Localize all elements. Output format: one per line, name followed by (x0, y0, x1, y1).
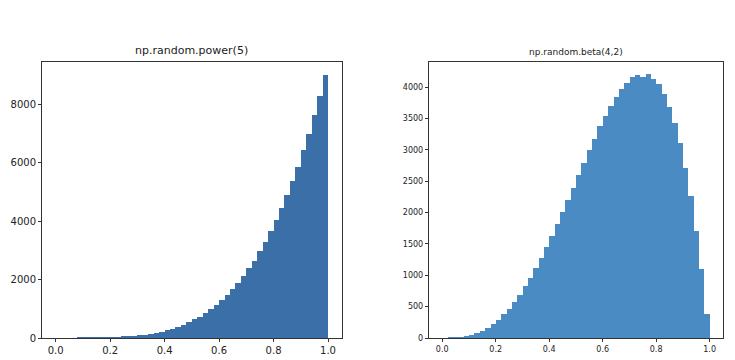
svg-text:0: 0 (418, 334, 423, 343)
svg-text:1.0: 1.0 (703, 345, 716, 354)
svg-text:4000: 4000 (11, 216, 36, 227)
svg-text:0: 0 (30, 333, 36, 344)
svg-text:2000: 2000 (403, 208, 423, 217)
svg-text:1000: 1000 (403, 271, 423, 280)
svg-text:3500: 3500 (403, 114, 423, 123)
svg-text:0.4: 0.4 (157, 345, 173, 356)
svg-text:2500: 2500 (403, 177, 423, 186)
svg-text:0.6: 0.6 (596, 345, 609, 354)
svg-text:0.4: 0.4 (543, 345, 556, 354)
svg-text:500: 500 (408, 302, 423, 311)
svg-text:1.0: 1.0 (320, 345, 336, 356)
svg-text:4000: 4000 (403, 83, 423, 92)
svg-text:np.random.power(5): np.random.power(5) (135, 44, 248, 57)
svg-text:0.2: 0.2 (102, 345, 118, 356)
svg-text:2000: 2000 (11, 274, 36, 285)
svg-text:8000: 8000 (11, 99, 36, 110)
svg-text:6000: 6000 (11, 157, 36, 168)
svg-text:1500: 1500 (403, 240, 423, 249)
svg-text:0.0: 0.0 (48, 345, 64, 356)
svg-text:np.random.beta(4,2): np.random.beta(4,2) (529, 47, 623, 57)
svg-text:3000: 3000 (403, 146, 423, 155)
svg-text:0.8: 0.8 (266, 345, 282, 356)
svg-text:0.6: 0.6 (211, 345, 227, 356)
svg-text:0.2: 0.2 (489, 345, 502, 354)
svg-text:0.8: 0.8 (650, 345, 663, 354)
svg-text:0.0: 0.0 (436, 345, 449, 354)
